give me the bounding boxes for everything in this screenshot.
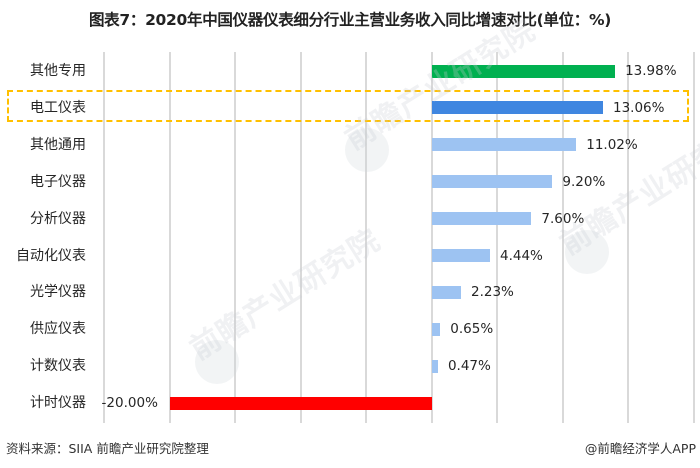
value-label: 0.65% [450, 321, 494, 338]
gridline [627, 52, 630, 423]
value-label: 7.60% [541, 210, 585, 227]
category-label: 供应仪表 [30, 321, 86, 338]
value-label: 4.44% [499, 247, 543, 264]
bar [431, 212, 532, 226]
gridline [168, 52, 171, 423]
gridline [496, 52, 499, 423]
category-label: 电工仪表 [30, 99, 86, 116]
category-label: 计数仪表 [30, 358, 86, 375]
credit-note: @前瞻经济学人APP [584, 441, 696, 456]
value-label: -20.00% [101, 395, 158, 412]
source-note: 资料来源：SIIA 前瞻产业研究院整理 [6, 441, 209, 456]
bar [431, 249, 490, 262]
highlight-box-dashed [7, 90, 689, 122]
value-label: 0.47% [447, 358, 491, 375]
value-label: 11.02% [586, 136, 638, 153]
bar [431, 322, 441, 336]
category-label: 分析仪器 [30, 210, 86, 227]
gridline [103, 52, 105, 423]
category-label: 其他专用 [30, 63, 86, 79]
value-label: 13.98% [625, 63, 677, 79]
chart-title: 图表7：2020年中国仪器仪表细分行业主营业务收入同比增速对比(单位：%) [88, 11, 612, 29]
gridline [561, 52, 564, 423]
bar [431, 138, 577, 152]
category-label: 其他通用 [30, 136, 86, 153]
bar [431, 175, 553, 189]
gridline [693, 52, 695, 423]
value-label: 13.06% [613, 99, 665, 116]
value-label: 9.20% [562, 173, 606, 190]
gridline [299, 52, 302, 423]
gridline [430, 52, 433, 423]
category-label: 光学仪器 [30, 284, 86, 301]
bar [169, 396, 432, 410]
bar [431, 64, 616, 78]
bar [431, 359, 438, 373]
bar [431, 285, 461, 299]
category-label: 计时仪器 [30, 395, 86, 412]
category-label: 自动化仪表 [16, 247, 86, 264]
bar [431, 101, 603, 115]
gridline [365, 52, 368, 423]
value-label: 2.23% [471, 284, 514, 301]
category-label: 电子仪器 [30, 173, 86, 190]
gridline [234, 52, 237, 423]
